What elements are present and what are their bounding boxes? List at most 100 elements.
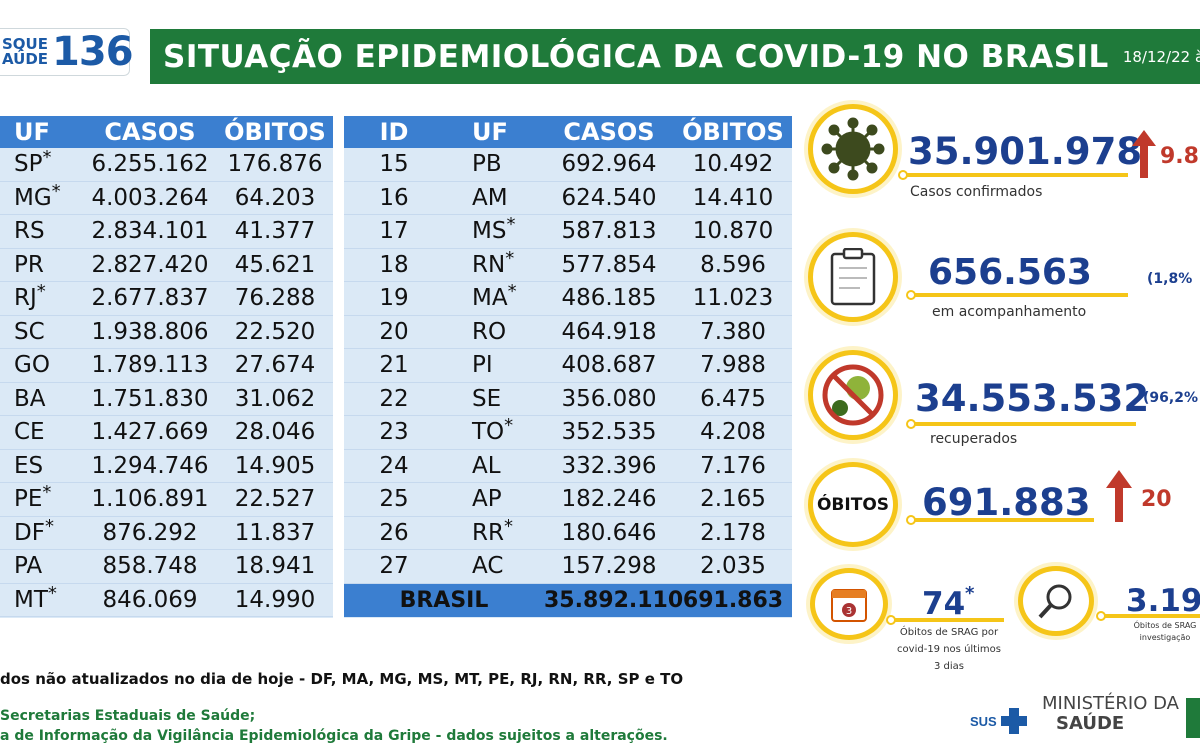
virus-circle: [808, 104, 898, 194]
srag-label: Óbitos de SRAG por covid-19 nos últimos …: [874, 624, 1024, 675]
cell-uf: RN*: [444, 248, 544, 278]
table-row: MT* 846.069 14.990: [0, 582, 333, 617]
cell-casos: 182.246: [561, 486, 657, 513]
cell-casos: 1.751.830: [91, 385, 209, 412]
cell-id: 21: [379, 352, 409, 379]
cell-casos: 587.813: [561, 218, 657, 245]
table-header: ID UF CASOS ÓBITOS: [344, 116, 792, 148]
deaths-badge: ÓBITOS: [816, 494, 890, 515]
uf-text: AL: [472, 452, 501, 479]
uf-text: CE: [14, 419, 45, 446]
cell-uf: BA: [0, 386, 80, 412]
cell-obitos: 2.178: [700, 519, 766, 546]
cell-id: 20: [379, 318, 409, 345]
uf-text: MA: [472, 285, 508, 312]
table-row: 25 AP 182.246 2.165: [344, 483, 792, 517]
cell-obitos: 14.905: [234, 452, 316, 479]
cell-casos: 332.396: [561, 452, 657, 479]
uf-text: GO: [14, 352, 50, 379]
header-obitos: ÓBITOS: [682, 118, 784, 146]
calendar-circle: 3: [810, 568, 888, 640]
sus-cross-icon: [1000, 708, 1027, 734]
uf-text: RO: [472, 318, 507, 345]
confirmed-increase: 9.8: [1160, 144, 1199, 169]
header-uf: UF: [472, 118, 508, 146]
uf-text: AC: [472, 553, 504, 580]
table-row: 19 MA* 486.185 11.023: [344, 281, 792, 316]
table-row: 24 AL 332.396 7.176: [344, 450, 792, 483]
recovered-percent: (96,2%: [1143, 390, 1198, 406]
cell-obitos: 41.377: [234, 218, 316, 245]
cell-casos: 486.185: [561, 285, 657, 312]
states-table-right: ID UF CASOS ÓBITOS 15 PB 692.964 10.492 16 AM…: [344, 116, 792, 618]
connector-line: [914, 293, 1128, 297]
uf-text: PA: [14, 553, 43, 580]
cell-casos: 1.938.806: [91, 318, 209, 345]
cell-uf: AC: [444, 553, 544, 579]
cell-casos: 1.789.113: [91, 352, 209, 379]
cell-casos: 157.298: [561, 553, 657, 580]
recovered-circle: [808, 350, 898, 440]
deaths-increase: 20: [1141, 487, 1172, 512]
cell-obitos: 14.410: [692, 184, 774, 211]
cell-id: 16: [379, 184, 409, 211]
cell-uf: AM: [444, 185, 544, 211]
cell-obitos: 22.527: [234, 486, 316, 513]
table-row: PR 2.827.420 45.621: [0, 249, 333, 282]
uf-star: *: [51, 180, 61, 202]
srag-value: 74: [922, 586, 966, 622]
cell-obitos: 11.023: [692, 285, 774, 312]
uf-text: TO: [472, 419, 505, 446]
cell-obitos: 2.035: [700, 553, 766, 580]
table-row: 22 SE 356.080 6.475: [344, 383, 792, 416]
total-casos: 35.892.110: [544, 587, 684, 613]
cell-casos: 180.646: [561, 519, 657, 546]
uf-star: *: [42, 147, 52, 169]
cell-obitos: 27.674: [234, 352, 316, 379]
ministry-logo: MINISTÉRIO DA SAÚDE: [1042, 694, 1179, 734]
sus-text: SUS: [970, 713, 997, 729]
table-row: 17 MS* 587.813 10.870: [344, 214, 792, 249]
uf-star: *: [47, 582, 57, 604]
cell-obitos: 11.837: [234, 519, 316, 546]
table-row: MG* 4.003.264 64.203: [0, 180, 333, 215]
table-row: BA 1.751.830 31.062: [0, 383, 333, 416]
table-row: ES 1.294.746 14.905: [0, 450, 333, 483]
cell-obitos: 64.203: [234, 184, 316, 211]
connector-line: [914, 422, 1136, 426]
cell-id: 15: [379, 151, 409, 178]
cell-obitos: 18.941: [234, 553, 316, 580]
disque-saude-logo: SQUE AÚDE 136: [0, 28, 134, 76]
table-row: 21 PI 408.687 7.988: [344, 349, 792, 383]
table-row: 27 AC 157.298 2.035: [344, 550, 792, 584]
monitoring-label: em acompanhamento: [932, 304, 1087, 320]
cell-obitos: 7.380: [700, 318, 766, 345]
table-row: CE 1.427.669 28.046: [0, 416, 333, 450]
not-updated-note: dos não atualizados no dia de hoje - DF,…: [0, 670, 684, 688]
cell-obitos: 76.288: [234, 285, 316, 312]
calendar-number: 3: [846, 606, 852, 617]
uf-star: *: [506, 214, 516, 236]
cell-uf: PE*: [0, 482, 80, 513]
cell-id: 17: [379, 218, 409, 245]
cell-casos: 692.964: [561, 151, 657, 178]
uf-text: PI: [472, 352, 493, 379]
cell-uf: RO: [444, 319, 544, 345]
cell-uf: SP*: [0, 147, 80, 177]
cell-id: 26: [379, 519, 409, 546]
uf-text: PE: [14, 486, 43, 513]
uf-star: *: [504, 415, 514, 437]
uf-text: PR: [14, 251, 44, 278]
cell-casos: 1.106.891: [91, 486, 209, 513]
monitoring-value: 656.563: [928, 252, 1092, 293]
header-casos: CASOS: [104, 118, 196, 146]
report-date: 18/12/22 às 17:50: [1122, 47, 1200, 66]
uf-text: RS: [14, 218, 45, 245]
uf-star: *: [36, 281, 46, 303]
logo-number: 136: [52, 29, 133, 75]
arrow-up-icon: [1106, 470, 1132, 522]
source-line-2: a de Informação da Vigilância Epidemioló…: [0, 728, 668, 744]
cell-obitos: 22.520: [234, 318, 316, 345]
cell-obitos: 176.876: [227, 151, 323, 178]
confirmed-label: Casos confirmados: [910, 184, 1043, 200]
